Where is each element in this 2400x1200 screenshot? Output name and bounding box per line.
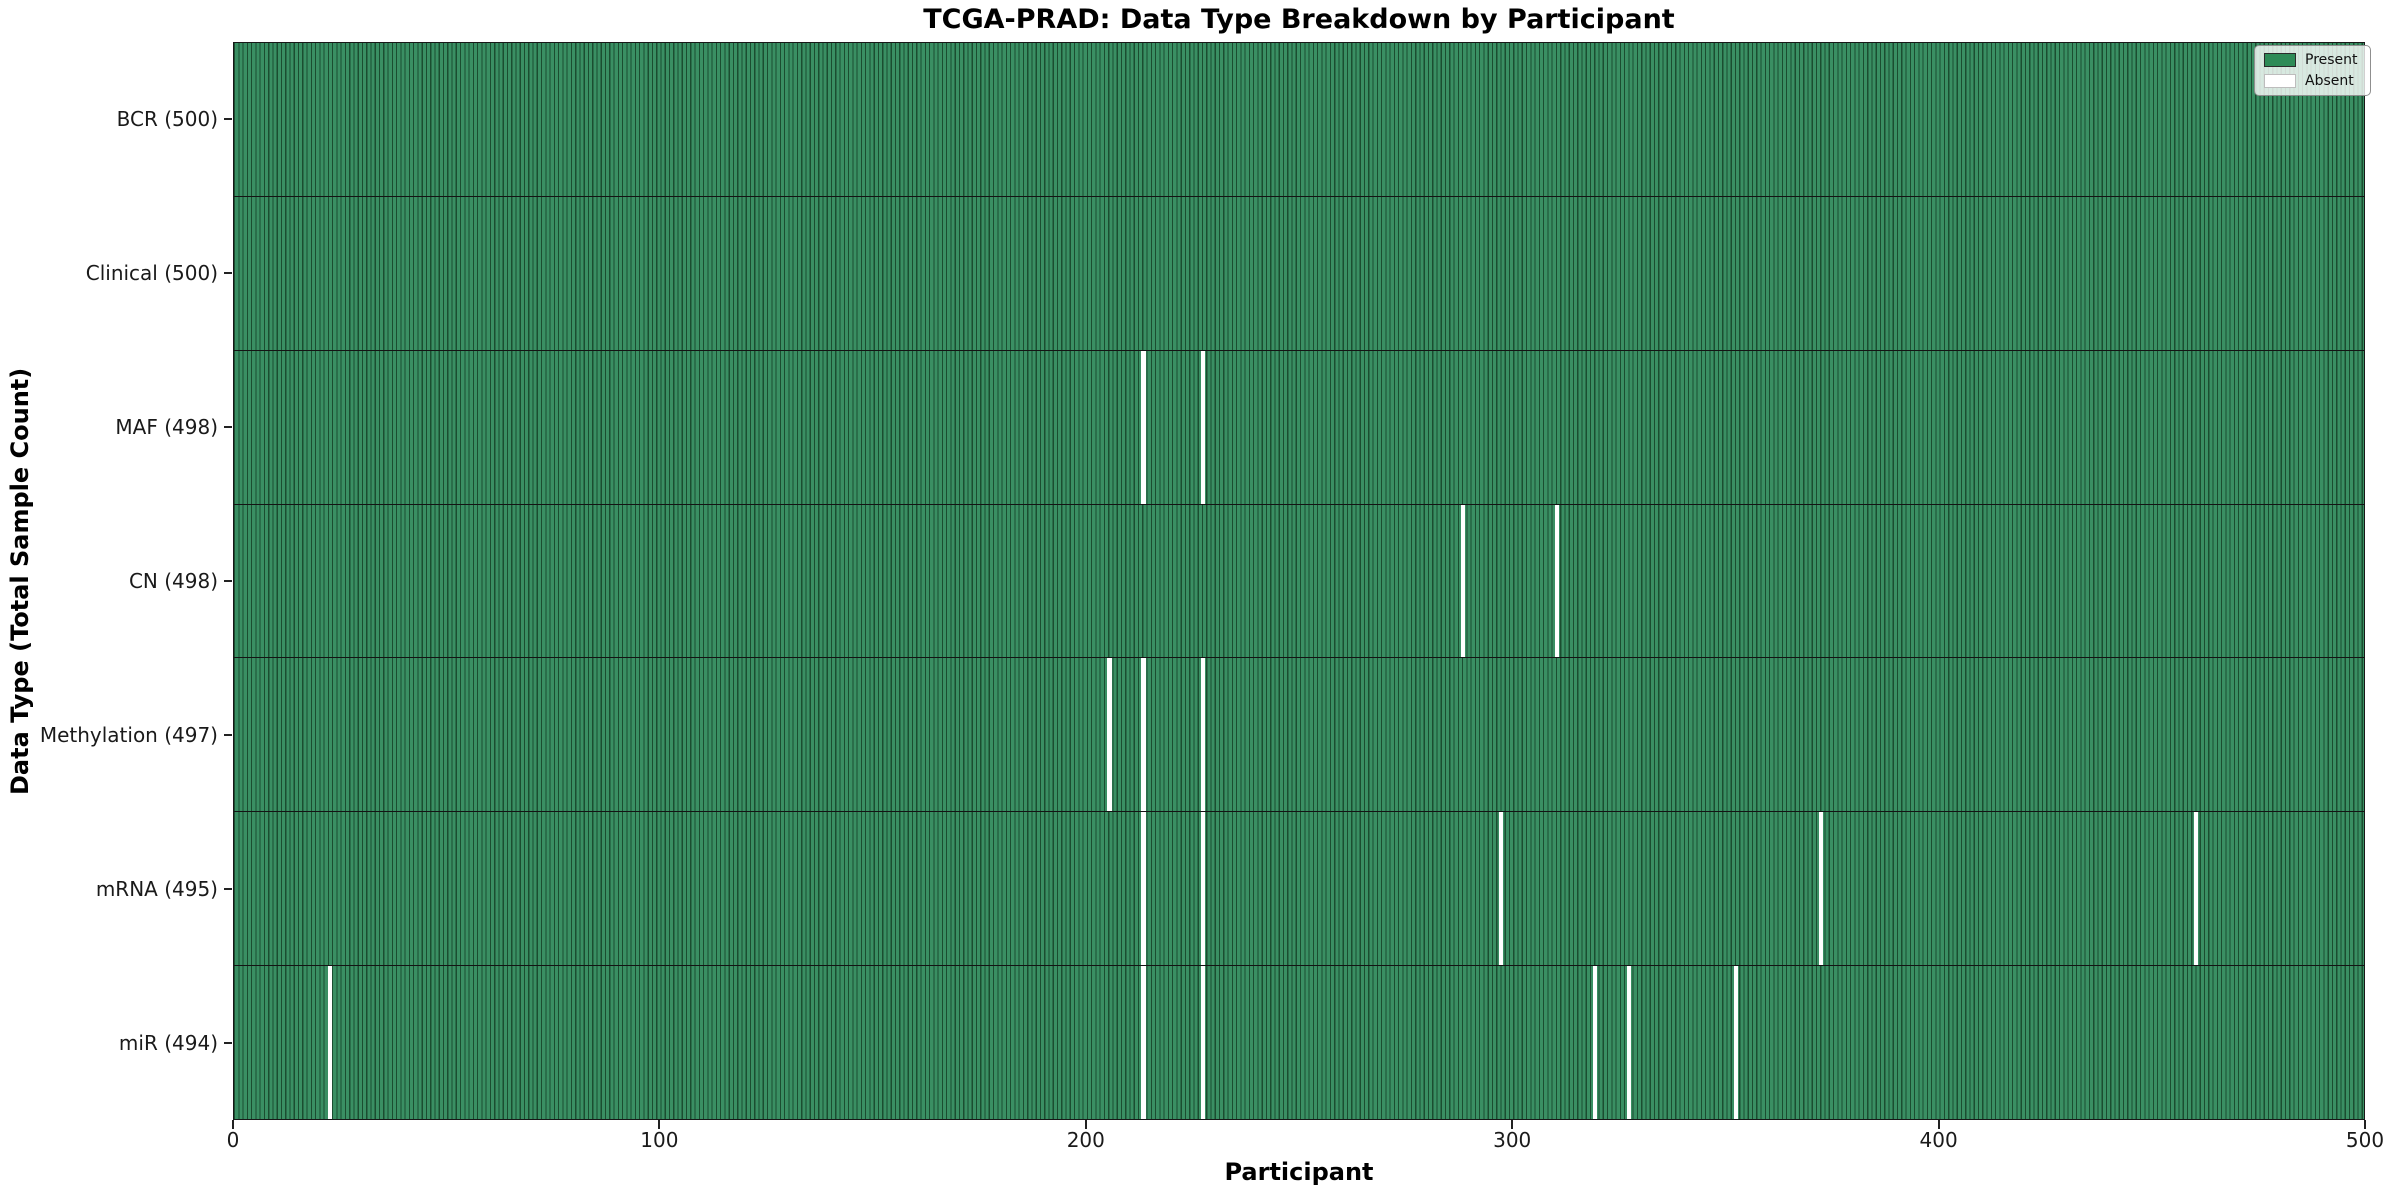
y-tick-label: mRNA (495) [95,877,218,901]
row-bcr [234,43,2364,197]
absent-gap-marker [1141,658,1146,812]
x-tick-mark [1084,1120,1087,1129]
plot-area [233,42,2365,1120]
absent-gap-marker [1201,966,1206,1120]
absent-gap-marker [1107,658,1112,812]
absent-gap-marker [1592,966,1598,1120]
absent-gap-marker [1141,350,1146,504]
x-tick-mark [658,1120,661,1129]
absent-gap-marker [1818,812,1823,966]
absent-gap-marker [1141,812,1146,966]
legend-absent-swatch-icon [2264,74,2296,88]
y-tick-label: Clinical (500) [85,261,218,285]
x-tick-label: 0 [226,1128,240,1152]
x-tick-mark [2364,1120,2366,1129]
y-tick-mark [224,888,232,890]
absent-gap-marker [2193,812,2198,966]
absent-gap-marker [1201,812,1206,966]
row-maf [234,350,2364,505]
x-tick-mark [1511,1120,1514,1129]
row-cn [234,504,2364,659]
row-mir [234,966,2364,1120]
absent-gap-marker [1201,350,1206,504]
legend-present-label: Present [2305,52,2358,68]
absent-gap-marker [1627,966,1632,1120]
legend-entry-absent: Absent [2264,74,2358,88]
y-tick-mark [224,580,232,582]
absent-gap-marker [1733,966,1738,1120]
x-tick-mark [1937,1120,1940,1129]
legend: Present Absent [2254,45,2371,96]
y-tick-mark [224,734,232,736]
absent-gap-marker [327,966,332,1120]
x-tick-label: 400 [1919,1128,1958,1152]
legend-present-swatch-icon [2264,53,2296,67]
row-clinical [234,196,2364,351]
row-methylation [234,658,2364,813]
legend-absent-label: Absent [2305,73,2354,89]
absent-gap-marker [1460,504,1466,658]
y-tick-mark [224,118,232,120]
x-axis-title: Participant [1224,1158,1374,1186]
x-tick-label: 100 [640,1128,679,1152]
y-tick-label: MAF (498) [115,415,218,439]
y-tick-mark [224,272,232,274]
absent-gap-marker [1554,504,1559,658]
chart-title: TCGA-PRAD: Data Type Breakdown by Partic… [923,4,1675,35]
y-tick-label: Methylation (497) [39,723,218,747]
y-tick-label: miR (494) [118,1031,218,1055]
row-mrna [234,812,2364,967]
y-tick-label: CN (498) [128,569,218,593]
legend-entry-present: Present [2264,53,2358,67]
absent-gap-marker [1499,812,1504,966]
x-tick-label: 300 [1493,1128,1532,1152]
x-tick-mark [232,1120,234,1129]
x-tick-label: 500 [2345,1128,2385,1152]
y-tick-mark [224,426,232,428]
x-tick-label: 200 [1066,1128,1105,1152]
y-tick-label: BCR (500) [116,107,218,131]
absent-gap-marker [1201,658,1206,812]
absent-gap-marker [1141,966,1146,1120]
y-tick-mark [224,1042,232,1044]
